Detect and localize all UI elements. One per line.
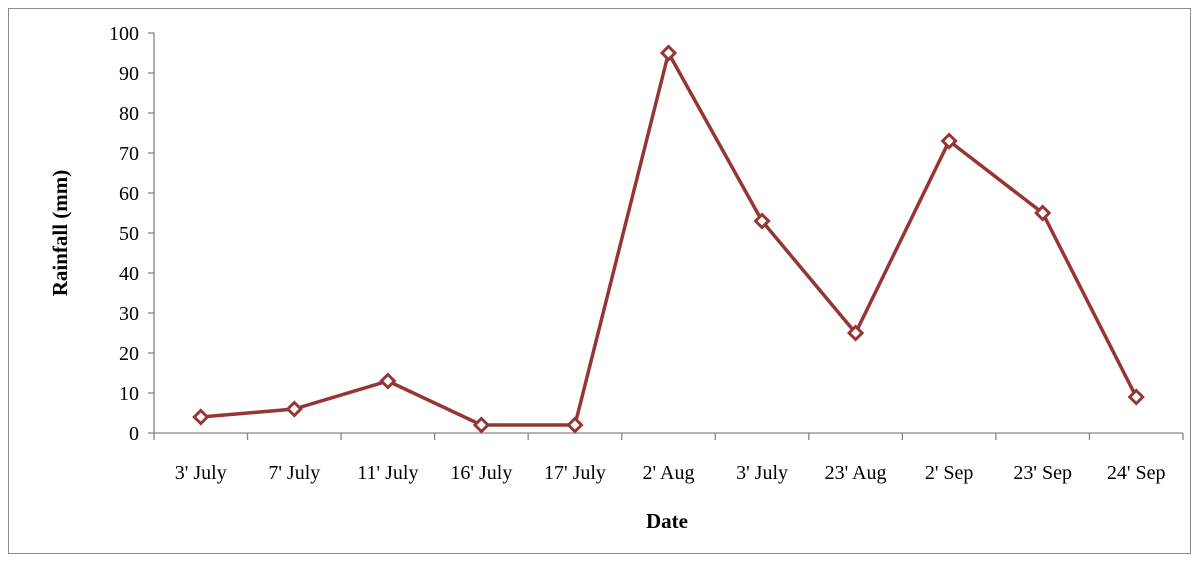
- series-line: [199, 51, 1138, 427]
- y-tick-label: 100: [109, 23, 139, 45]
- data-point-marker: [846, 324, 865, 342]
- chart-frame: [8, 8, 1191, 554]
- data-point-marker: [940, 132, 958, 150]
- x-tick-label: 17' July: [544, 462, 606, 484]
- x-axis-title: Date: [646, 509, 688, 533]
- y-tick-label: 70: [119, 143, 139, 165]
- y-tick-label: 80: [119, 103, 139, 125]
- x-tick-label: 11' July: [357, 462, 418, 484]
- x-tick-label: 24' Sep: [1107, 462, 1166, 484]
- y-axis-title: Rainfall (mm): [48, 170, 72, 297]
- x-tick-label: 7' July: [268, 462, 320, 484]
- x-tick-label: 2' Sep: [925, 462, 974, 484]
- data-point-marker: [753, 212, 771, 230]
- y-tick-label: 20: [119, 343, 139, 365]
- x-tick-label: 23' Aug: [825, 462, 887, 484]
- data-point-marker: [472, 416, 491, 434]
- x-tick-label: 3' July: [736, 462, 788, 484]
- y-tick-label: 40: [119, 263, 139, 285]
- data-point-marker: [192, 408, 210, 426]
- y-tick-label: 10: [119, 383, 139, 405]
- x-tick-label: 2' Aug: [643, 462, 695, 484]
- y-tick-label: 90: [119, 63, 139, 85]
- data-point-marker: [1127, 388, 1145, 406]
- y-tick-label: 60: [119, 183, 139, 205]
- x-tick-label: 23' Sep: [1013, 462, 1072, 484]
- data-point-marker: [566, 416, 584, 434]
- x-tick-label: 16' July: [450, 462, 512, 484]
- data-point-marker: [379, 372, 397, 390]
- y-tick-label: 50: [119, 223, 139, 245]
- y-tick-label: 0: [129, 423, 139, 445]
- x-tick-label: 3' July: [175, 462, 227, 484]
- data-point-marker: [285, 400, 303, 418]
- data-point-marker: [659, 44, 678, 62]
- data-point-marker: [1034, 204, 1052, 222]
- y-tick-label: 30: [119, 303, 139, 325]
